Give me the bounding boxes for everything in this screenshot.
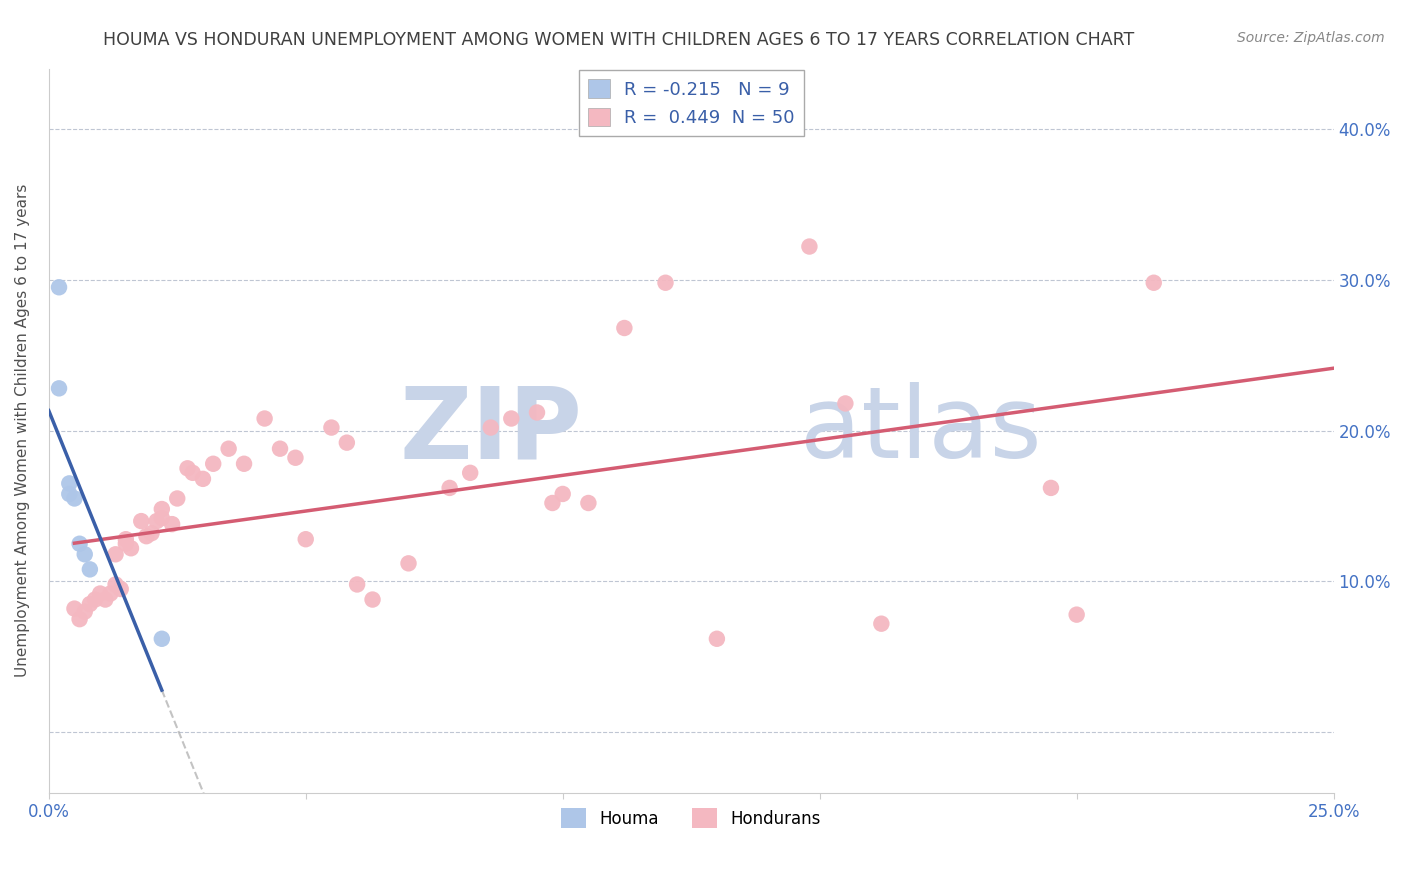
Point xyxy=(100,586,122,600)
Point xyxy=(479,420,502,434)
Point xyxy=(202,457,225,471)
Point xyxy=(89,586,111,600)
Point xyxy=(120,541,142,556)
Point xyxy=(129,514,152,528)
Point xyxy=(458,466,481,480)
Point xyxy=(218,442,240,456)
Point xyxy=(150,511,173,525)
Point xyxy=(110,582,132,596)
Point xyxy=(48,280,70,294)
Text: HOUMA VS HONDURAN UNEMPLOYMENT AMONG WOMEN WITH CHILDREN AGES 6 TO 17 YEARS CORR: HOUMA VS HONDURAN UNEMPLOYMENT AMONG WOM… xyxy=(103,31,1135,49)
Point xyxy=(69,537,91,551)
Text: ZIP: ZIP xyxy=(399,382,582,479)
Point xyxy=(361,592,384,607)
Point xyxy=(48,381,70,395)
Point xyxy=(439,481,461,495)
Point xyxy=(284,450,307,465)
Point xyxy=(294,532,316,546)
Point xyxy=(69,612,91,626)
Point xyxy=(63,491,86,506)
Point xyxy=(104,547,127,561)
Point xyxy=(166,491,188,506)
Point xyxy=(526,405,548,419)
Point xyxy=(1143,276,1166,290)
Point xyxy=(576,496,599,510)
Point xyxy=(541,496,564,510)
Text: Source: ZipAtlas.com: Source: ZipAtlas.com xyxy=(1237,31,1385,45)
Point xyxy=(253,411,276,425)
Point xyxy=(141,526,163,541)
Point xyxy=(150,502,173,516)
Point xyxy=(613,321,636,335)
Y-axis label: Unemployment Among Women with Children Ages 6 to 17 years: Unemployment Among Women with Children A… xyxy=(15,184,30,677)
Point xyxy=(799,239,821,253)
Point xyxy=(104,577,127,591)
Point xyxy=(73,547,96,561)
Point xyxy=(63,601,86,615)
Point xyxy=(654,276,676,290)
Point xyxy=(73,605,96,619)
Point xyxy=(706,632,728,646)
Point xyxy=(336,435,359,450)
Point xyxy=(58,476,80,491)
Point xyxy=(94,592,117,607)
Point xyxy=(321,420,343,434)
Point xyxy=(1066,607,1088,622)
Legend: Houma, Hondurans: Houma, Hondurans xyxy=(554,801,828,835)
Point xyxy=(58,487,80,501)
Text: atlas: atlas xyxy=(800,382,1042,479)
Point xyxy=(269,442,291,456)
Point xyxy=(150,632,173,646)
Point xyxy=(181,466,204,480)
Point xyxy=(176,461,198,475)
Point xyxy=(160,517,183,532)
Point xyxy=(84,592,107,607)
Point xyxy=(834,396,856,410)
Point xyxy=(191,472,214,486)
Point xyxy=(233,457,256,471)
Point xyxy=(115,532,138,546)
Point xyxy=(135,529,157,543)
Point xyxy=(79,562,101,576)
Point xyxy=(115,537,138,551)
Point xyxy=(551,487,574,501)
Point xyxy=(398,557,420,571)
Point xyxy=(145,514,167,528)
Point xyxy=(346,577,368,591)
Point xyxy=(1039,481,1062,495)
Point xyxy=(79,597,101,611)
Point xyxy=(870,616,893,631)
Point xyxy=(501,411,523,425)
